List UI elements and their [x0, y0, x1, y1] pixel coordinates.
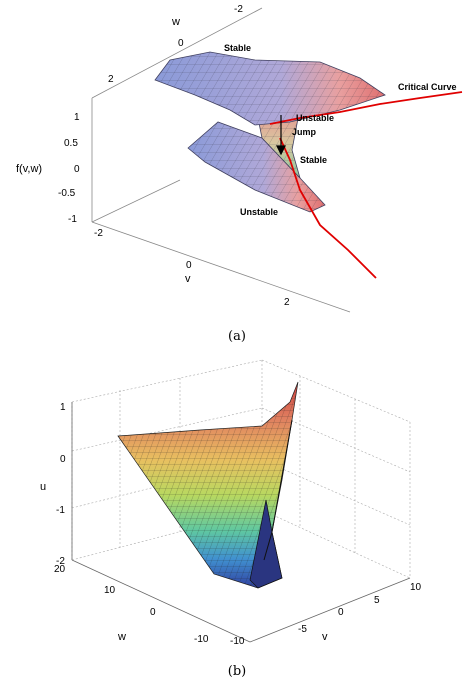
critical-curve: [269, 91, 463, 279]
w-tick: 20: [54, 564, 66, 575]
axis-f-label: f(v,w): [16, 163, 42, 175]
label-critical-curve: Critical Curve: [398, 82, 457, 92]
axes-box: [91, 7, 351, 313]
v-tick: 5: [374, 595, 380, 606]
u-tick: 0: [60, 454, 66, 465]
v-tick: 2: [284, 297, 290, 308]
f-tick: -0.5: [58, 188, 76, 199]
figure-a-plot: Stable Critical Curve Unstable Jump Stab…: [16, 4, 463, 313]
v-tick: 0: [186, 260, 192, 271]
w-tick: 10: [104, 585, 116, 596]
f-tick: 0.5: [64, 138, 78, 149]
jump-arrow: [276, 115, 286, 156]
f-tick: 1: [74, 112, 80, 123]
label-stable-mid: Stable: [300, 155, 327, 165]
axis-v-label: v: [322, 631, 328, 643]
v-tick: -2: [94, 228, 103, 239]
u-tick: 1: [60, 402, 66, 413]
label-unstable-bottom: Unstable: [240, 207, 278, 217]
figure-b: u w v 1 0 -1 -2 20 10 0 -10 -10 -5 0 5 1…: [0, 350, 474, 660]
v-tick: -10: [230, 636, 245, 647]
figure-b-plot: u w v 1 0 -1 -2 20 10 0 -10 -10 -5 0 5 1…: [40, 359, 422, 647]
surface-fold: [249, 499, 283, 589]
axis-v-label: v: [185, 273, 191, 285]
f-tick: -1: [68, 214, 77, 225]
caption-a: (a): [228, 329, 246, 344]
label-stable-top: Stable: [224, 43, 251, 53]
axis-w-label: w: [171, 16, 180, 28]
w-tick: -10: [194, 634, 209, 645]
w-tick: 0: [150, 607, 156, 618]
w-tick: 0: [178, 38, 184, 49]
w-tick: 2: [108, 74, 114, 85]
u-tick: -2: [56, 556, 65, 567]
label-jump: Jump: [292, 127, 317, 137]
f-tick: 0: [74, 164, 80, 175]
v-tick: -5: [298, 624, 307, 635]
axis-u-label: u: [40, 481, 46, 493]
caption-b: (b): [227, 664, 247, 679]
figure-a: Stable Critical Curve Unstable Jump Stab…: [0, 0, 474, 325]
w-tick: -2: [234, 4, 243, 15]
u-tick: -1: [56, 505, 65, 516]
v-tick: 0: [338, 607, 344, 618]
v-tick: 10: [410, 582, 422, 593]
axis-w-label: w: [117, 631, 126, 643]
label-unstable-mid: Unstable: [296, 113, 334, 123]
